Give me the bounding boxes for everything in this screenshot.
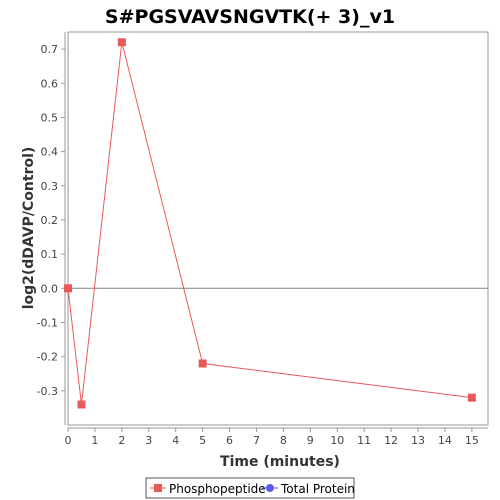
x-tick-label: 13 [411,434,425,447]
y-axis-label: log2(dDAVP/Control) [21,147,37,310]
y-tick-label: 0.3 [41,180,59,193]
y-tick-label: 0.0 [41,282,59,295]
y-axis: -0.3 -0.2 -0.1 0.0 0.1 0.2 0.3 0.4 0.5 0.6 0.7 [37,32,66,425]
legend-phosphopeptide-label: Phosphopeptide [169,482,266,496]
x-tick-label: 0 [65,434,72,447]
x-tick-label: 10 [330,434,344,447]
y-tick-label: -0.3 [37,385,58,398]
series-layer [64,38,476,409]
data-point [467,393,476,402]
x-tick-label: 3 [145,434,152,447]
y-tick-label: 0.7 [41,43,59,56]
x-tick-label: 11 [357,434,371,447]
y-tick-label: -0.2 [37,351,58,364]
legend-total-protein-label: Total Protein [280,482,355,496]
y-tick-label: 0.6 [41,77,59,90]
x-tick-label: 12 [384,434,398,447]
x-tick-label: 15 [465,434,479,447]
x-tick-label: 6 [226,434,233,447]
x-tick-label: 1 [91,434,98,447]
chart-title: S#PGSVAVSNGVTK(+ 3)_v1 [105,6,395,28]
legend-total-protein-marker [266,484,274,492]
data-point [198,359,207,368]
y-tick-label: -0.1 [37,316,58,329]
legend: Phosphopeptide Total Protein [145,477,355,499]
x-tick-label: 5 [199,434,206,447]
x-axis-label: Time (minutes) [220,454,340,470]
data-point [117,38,126,47]
x-tick-label: 8 [280,434,287,447]
x-tick-label: 2 [118,434,125,447]
data-point [64,284,72,293]
y-tick-label: 0.5 [41,111,59,124]
legend-phosphopeptide-marker [154,484,162,492]
y-tick-label: 0.4 [41,146,59,159]
x-axis: 0 1 2 3 4 5 6 7 8 9 10 11 12 13 14 15 [65,427,488,447]
x-tick-label: 7 [253,434,260,447]
y-tick-label: 0.1 [41,248,59,261]
y-tick-label: 0.2 [41,214,59,227]
plot-area [67,31,489,426]
data-point [77,400,86,409]
legend-box [145,477,355,499]
x-tick-label: 14 [438,434,452,447]
x-tick-label: 4 [172,434,179,447]
x-tick-label: 9 [307,434,314,447]
